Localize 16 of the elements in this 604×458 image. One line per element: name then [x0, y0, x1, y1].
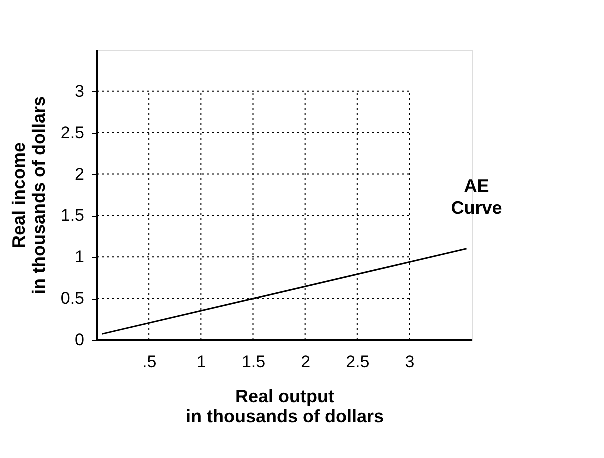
x-tick-label: 2: [301, 352, 311, 372]
x-tick-label: 2.5: [346, 352, 370, 372]
y-tick-label: 2.5: [60, 123, 84, 142]
x-tick-label: 1: [196, 352, 206, 372]
x-tick-label: .5: [142, 352, 157, 372]
x-tick-label: 3: [405, 352, 415, 372]
y-tick-label: 0.5: [60, 289, 84, 308]
y-tick-label: 1: [75, 248, 84, 267]
y-tick-label: 2: [75, 164, 84, 184]
x-axis-title: Real output in thousands of dollars: [186, 386, 384, 426]
y-tick-label: 3: [75, 82, 84, 101]
y-axis-title: Real income in thousands of dollars: [8, 96, 49, 295]
series-label: AE Curve: [451, 176, 502, 218]
y-tick-label: 0: [75, 330, 84, 350]
y-tick-label: 1.5: [60, 206, 84, 226]
x-tick-label: 1.5: [242, 352, 266, 372]
